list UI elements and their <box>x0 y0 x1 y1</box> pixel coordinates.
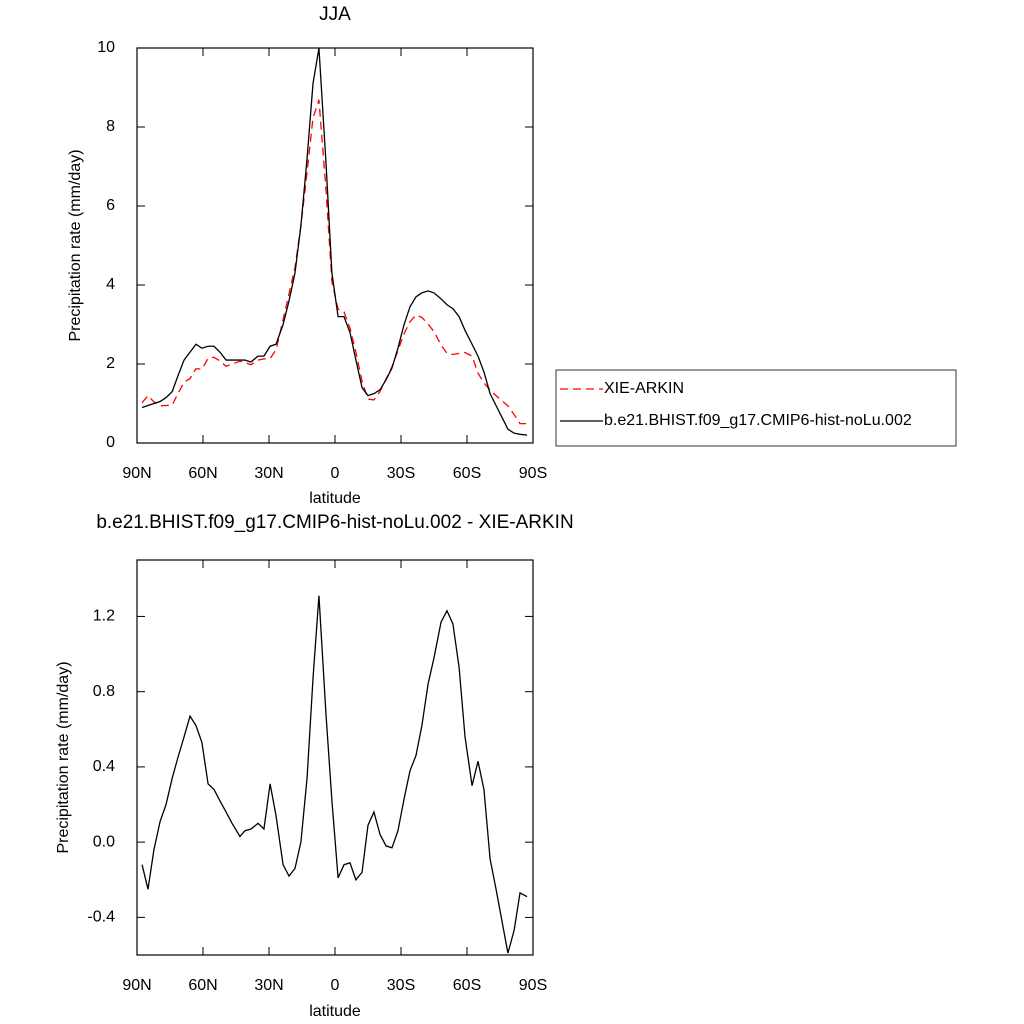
x-tick-label: 30N <box>254 977 283 994</box>
x-axis-label: latitude <box>309 1003 361 1020</box>
x-tick-label: 90S <box>519 465 547 482</box>
plot-frame <box>136 559 534 956</box>
x-tick-label: 30S <box>387 977 415 994</box>
x-tick-label: 90S <box>519 977 547 994</box>
x-tick-label: 90N <box>122 465 151 482</box>
legend-label: XIE-ARKIN <box>604 380 684 397</box>
y-axis-label: Precipitation rate (mm/day) <box>67 149 84 341</box>
y-tick-label: 0.4 <box>93 758 115 775</box>
legend: XIE-ARKIN b.e21.BHIST.f09_g17.CMIP6-hist-… <box>555 369 957 447</box>
x-tick-label: 60S <box>453 977 481 994</box>
chart-title: b.e21.BHIST.f09_g17.CMIP6-hist-noLu.002 … <box>96 512 573 533</box>
data-line <box>141 99 528 425</box>
y-tick-label: 8 <box>106 118 115 135</box>
data-line <box>141 595 528 954</box>
x-tick-label: 60N <box>188 465 217 482</box>
legend-label: b.e21.BHIST.f09_g17.CMIP6-hist-noLu.002 <box>604 412 912 429</box>
legend-box <box>555 369 957 447</box>
y-tick-label: 6 <box>106 197 115 214</box>
y-tick-label: 1.2 <box>93 608 115 625</box>
y-tick-label: 4 <box>106 276 115 293</box>
y-tick-label: -0.4 <box>87 909 115 926</box>
x-tick-label: 60N <box>188 977 217 994</box>
x-tick-label: 30N <box>254 465 283 482</box>
y-tick-label: 0.8 <box>93 683 115 700</box>
x-tick-label: 0 <box>331 977 340 994</box>
x-tick-label: 0 <box>331 465 340 482</box>
x-tick-label: 30S <box>387 465 415 482</box>
y-axis-label: Precipitation rate (mm/day) <box>55 661 72 853</box>
y-tick-label: 2 <box>106 355 115 372</box>
y-tick-label: 0 <box>106 434 115 451</box>
x-tick-label: 60S <box>453 465 481 482</box>
x-axis-label: latitude <box>309 490 361 507</box>
y-tick-label: 0.0 <box>93 833 115 850</box>
plot-frame <box>136 47 534 444</box>
data-line <box>141 47 528 436</box>
x-tick-label: 90N <box>122 977 151 994</box>
y-tick-label: 10 <box>97 39 115 56</box>
chart-title: JJA <box>319 4 351 25</box>
